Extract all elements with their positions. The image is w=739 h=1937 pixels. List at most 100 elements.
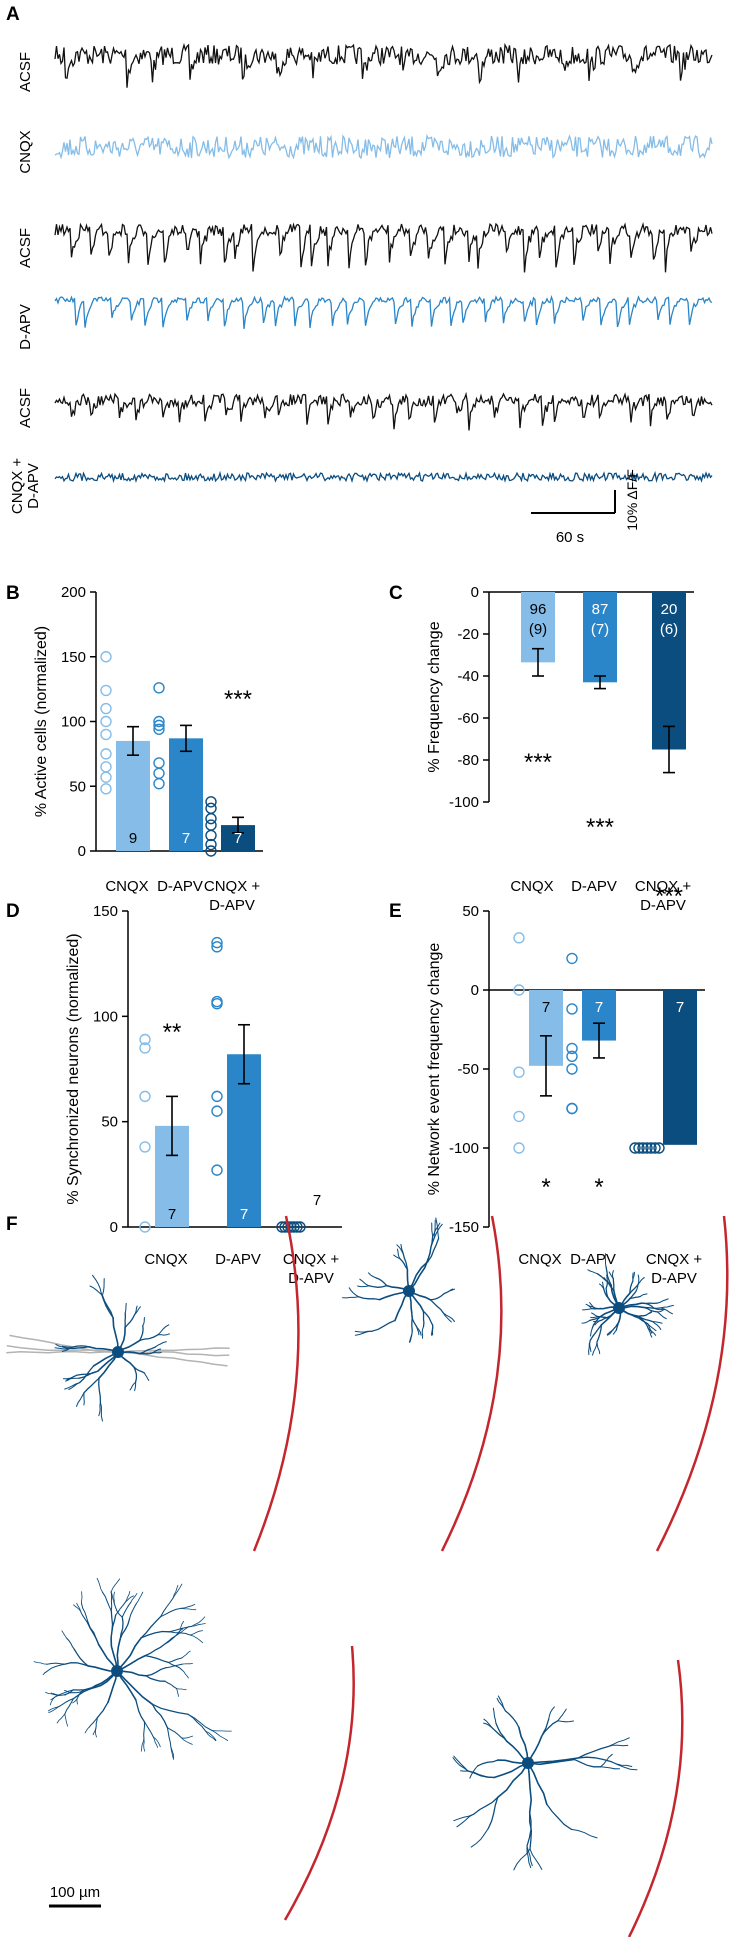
x-tick-label: D-APV	[651, 1270, 697, 1287]
dendrite	[157, 1324, 170, 1336]
dendrite	[605, 1265, 612, 1286]
dendrite	[603, 1288, 609, 1299]
dendrite	[557, 1720, 575, 1723]
dendrite	[647, 1323, 653, 1334]
dendrite	[189, 1630, 204, 1636]
dendrite	[71, 1345, 90, 1348]
dendrite	[606, 1274, 609, 1284]
significance-mark: *	[594, 1174, 603, 1201]
dendrite	[79, 1610, 89, 1624]
significance-mark: ***	[524, 749, 552, 776]
trace-dapv	[54, 294, 713, 329]
significance-mark: ***	[224, 686, 252, 713]
dendrite	[110, 1578, 121, 1593]
axon	[117, 1347, 230, 1353]
n-label: 20	[661, 601, 678, 618]
data-point	[566, 1050, 578, 1063]
dendrite	[139, 1334, 159, 1342]
calcium-traces	[54, 42, 713, 484]
y-tick-label: 50	[69, 778, 86, 795]
data-point	[205, 802, 217, 814]
x-tick-label: D-APV	[209, 897, 255, 914]
y-tick-label: 0	[78, 843, 86, 860]
dendrite	[143, 1721, 154, 1738]
data-point	[211, 1105, 223, 1117]
neuron-soma-2	[403, 1285, 415, 1297]
y-tick-label: -60	[457, 710, 479, 727]
data-point	[645, 1142, 657, 1154]
y-tick-label: 50	[462, 903, 479, 920]
dendrite	[589, 1327, 593, 1337]
significance-mark: **	[163, 1019, 182, 1046]
dendrite	[113, 1591, 115, 1605]
data-point	[566, 952, 578, 965]
dendrite	[570, 1828, 598, 1839]
dendrite	[157, 1333, 170, 1336]
dendrite	[73, 1604, 81, 1612]
dendrite	[87, 1620, 100, 1646]
x-tick-label: CNQX +	[283, 1251, 340, 1268]
trace-label-acsf-1: ACSF	[17, 52, 34, 92]
dendrite	[359, 1278, 370, 1287]
dendrite	[129, 1381, 137, 1391]
y-tick-label: -20	[457, 626, 479, 643]
y-axis-label: % Frequency change	[426, 621, 443, 772]
dendrite	[546, 1803, 573, 1831]
dendrite	[92, 1728, 97, 1736]
dendrite	[76, 1698, 79, 1705]
dendrite	[152, 1736, 159, 1748]
x-tick-label: CNQX +	[646, 1251, 703, 1268]
trace-label-dapv: D-APV	[17, 304, 34, 350]
data-point	[139, 1090, 151, 1103]
dendrite	[634, 1316, 649, 1325]
significance-mark: ***	[655, 883, 683, 910]
dendrite	[429, 1299, 445, 1314]
dendrite	[142, 1316, 145, 1327]
dendrite	[402, 1253, 409, 1270]
dendrite	[65, 1637, 75, 1650]
pial-boundary	[283, 1645, 355, 1921]
data-point	[211, 1090, 223, 1103]
panel-label-c: C	[389, 583, 403, 604]
dendrite	[61, 1630, 67, 1639]
data-point	[100, 783, 112, 795]
dendrite	[145, 1675, 166, 1682]
data-point	[513, 932, 525, 944]
dendrite	[133, 1366, 146, 1374]
pial-boundary	[440, 1215, 503, 1552]
dendrite	[134, 1381, 137, 1392]
dendrite	[434, 1223, 443, 1238]
panel-label-a: A	[6, 4, 20, 25]
x-tick-label: D-APV	[288, 1270, 334, 1287]
data-point	[100, 728, 112, 741]
dendrite	[371, 1319, 396, 1332]
panel-label-d: D	[6, 901, 20, 922]
dendrite	[607, 1281, 615, 1292]
y-tick-label: 200	[61, 584, 86, 601]
dendrite	[101, 1278, 105, 1296]
data-point	[153, 715, 165, 728]
dendrite	[95, 1717, 98, 1730]
dendrite	[591, 1315, 602, 1329]
data-point	[566, 1102, 578, 1115]
trace-label-cnqx: CNQX	[17, 130, 34, 173]
dendrite	[375, 1277, 388, 1287]
y-tick-label: -100	[449, 794, 479, 811]
y-tick-label: 100	[61, 714, 86, 731]
dendrite	[152, 1348, 162, 1354]
dendrite	[66, 1377, 80, 1381]
dendrite	[526, 1845, 532, 1869]
data-point	[139, 1042, 151, 1054]
data-point	[633, 1142, 645, 1154]
dendrite	[435, 1217, 440, 1239]
dendrite	[99, 1401, 104, 1422]
dendrite	[409, 1329, 413, 1343]
dendrite	[528, 1811, 533, 1850]
dendrite	[72, 1698, 78, 1704]
dendrite	[84, 1726, 90, 1734]
data-point	[513, 984, 525, 996]
panel-label-b: B	[6, 583, 20, 604]
dendrite	[57, 1689, 74, 1696]
dendrite	[456, 1813, 475, 1828]
